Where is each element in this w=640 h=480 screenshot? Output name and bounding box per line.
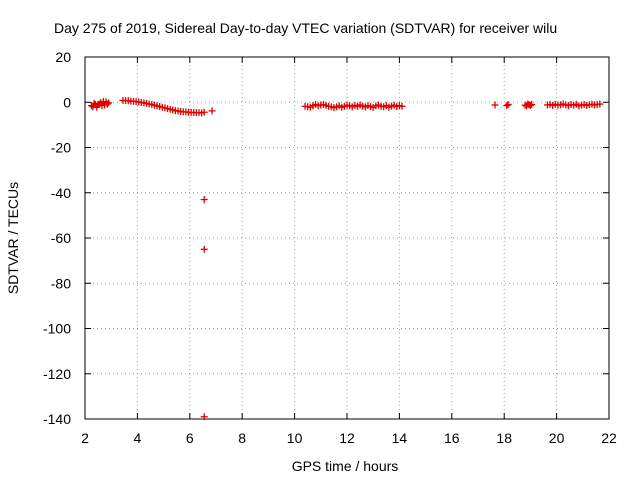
y-tick-label: -40	[51, 185, 71, 201]
y-axis: 20 0 -20 -40 -60 -80 -100 -120 -140	[43, 49, 609, 427]
x-axis-label: GPS time / hours	[292, 458, 399, 474]
data-point	[200, 245, 208, 253]
y-tick-label: -120	[43, 366, 71, 382]
x-tick-label: 8	[238, 430, 246, 446]
x-tick-label: 10	[287, 430, 303, 446]
data-point	[526, 101, 534, 109]
data-point	[504, 101, 512, 109]
x-tick-label: 14	[392, 430, 408, 446]
x-tick-label: 2	[81, 430, 89, 446]
y-tick-label: -140	[43, 411, 71, 427]
y-axis-label: SDTVAR / TECUs	[5, 182, 21, 294]
x-tick-label: 22	[601, 430, 617, 446]
y-tick-label: -100	[43, 321, 71, 337]
y-tick-label: 0	[63, 94, 71, 110]
y-tick-label: -20	[51, 140, 71, 156]
data-point	[208, 107, 216, 115]
data-point	[528, 101, 536, 109]
y-tick-label: -60	[51, 230, 71, 246]
data-point	[200, 413, 208, 421]
data-point	[398, 102, 406, 110]
x-tick-label: 20	[549, 430, 565, 446]
x-tick-label: 12	[339, 430, 355, 446]
x-tick-label: 18	[496, 430, 512, 446]
data-point	[103, 100, 111, 108]
data-point	[200, 108, 208, 116]
data-series	[88, 96, 604, 421]
y-tick-label: -80	[51, 275, 71, 291]
x-tick-label: 6	[186, 430, 194, 446]
y-tick-label: 20	[55, 49, 71, 65]
data-point	[90, 99, 98, 107]
data-point	[503, 102, 511, 110]
data-point	[105, 99, 113, 107]
x-axis: 2 4 6 8 10 12 14 16 18 20 22	[81, 57, 617, 446]
x-tick-label: 16	[444, 430, 460, 446]
grid	[85, 57, 609, 419]
data-point	[596, 100, 604, 108]
x-tick-label: 4	[134, 430, 142, 446]
data-point	[491, 101, 499, 109]
chart-title: Day 275 of 2019, Sidereal Day-to-day VTE…	[54, 20, 557, 36]
data-point	[200, 196, 208, 204]
